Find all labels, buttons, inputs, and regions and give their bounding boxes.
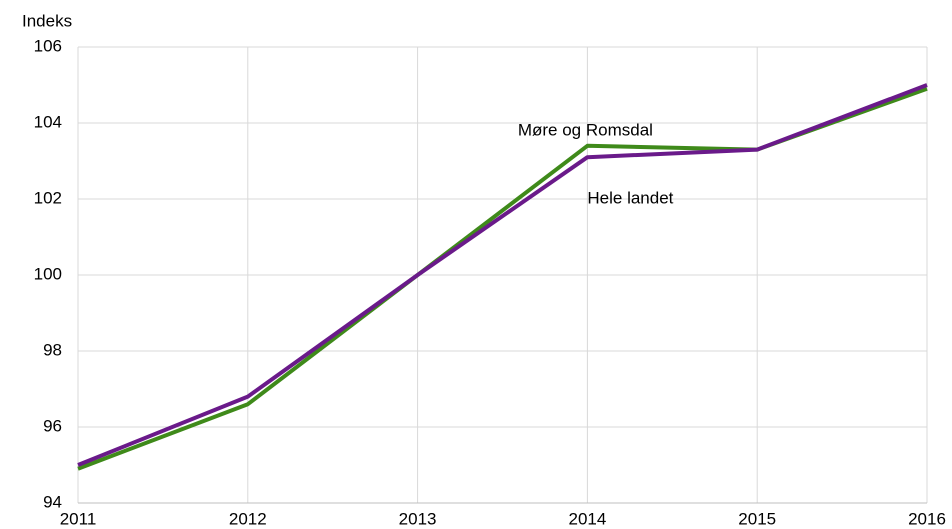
series-label: Møre og Romsdal [518, 120, 653, 139]
y-tick-label: 100 [34, 264, 62, 283]
x-tick-label: 2015 [738, 509, 776, 528]
y-tick-label: 106 [34, 36, 62, 55]
series-label: Hele landet [587, 189, 673, 208]
y-tick-label: 94 [43, 492, 62, 511]
y-axis-label: Indeks [22, 11, 72, 30]
y-tick-label: 102 [34, 188, 62, 207]
x-tick-label: 2013 [399, 509, 437, 528]
x-tick-label: 2014 [568, 509, 606, 528]
x-tick-label: 2012 [229, 509, 267, 528]
y-tick-label: 96 [43, 416, 62, 435]
series-line [77, 83, 928, 467]
y-tick-label: 98 [43, 340, 62, 359]
x-tick-label: 2016 [908, 509, 946, 528]
y-tick-label: 104 [34, 112, 62, 131]
x-tick-label: 2011 [60, 509, 97, 528]
